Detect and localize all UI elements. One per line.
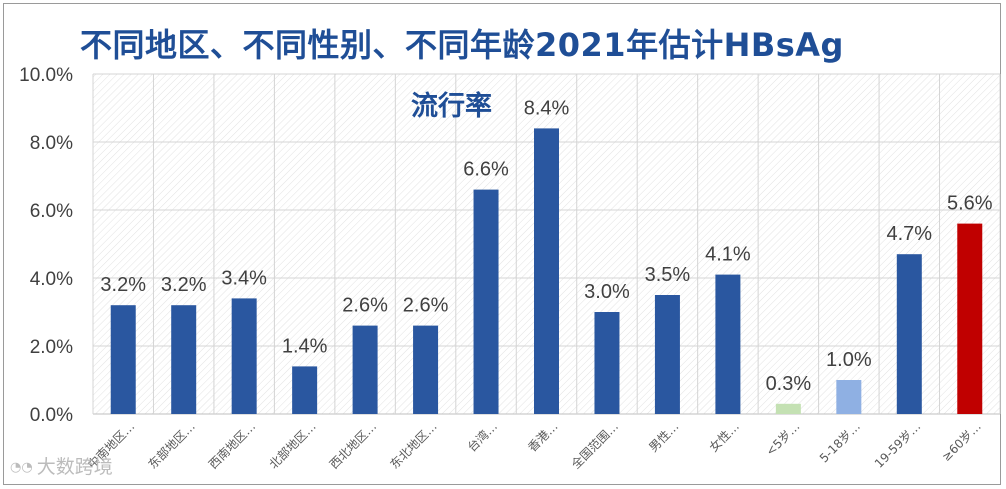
y-tick-label: 6.0% <box>30 201 73 222</box>
chart-title-line-2: 流行率 <box>411 91 492 122</box>
x-tick-label: 男性… <box>646 419 681 454</box>
x-tick-label: 北部地区… <box>266 419 319 472</box>
data-label: 3.2% <box>100 274 146 296</box>
watermark-text: 大数跨境 <box>36 456 113 478</box>
bar <box>715 274 741 414</box>
bar <box>171 305 197 414</box>
y-tick-label: 10.0% <box>19 65 73 86</box>
data-label: 1.4% <box>282 335 328 357</box>
bar <box>775 403 801 414</box>
x-tick-label: 东部地区… <box>145 419 198 472</box>
bar <box>352 325 378 414</box>
bar <box>836 380 862 414</box>
y-tick-label: 0.0% <box>30 405 73 426</box>
data-label: 3.2% <box>161 274 207 296</box>
data-label: 0.3% <box>766 373 812 395</box>
x-tick-label: 台湾… <box>464 419 500 455</box>
data-label: 6.6% <box>463 159 509 181</box>
bar <box>292 366 318 414</box>
x-tick-label: 西北地区… <box>327 419 379 471</box>
bar <box>473 189 499 414</box>
data-label: 3.0% <box>584 281 630 303</box>
x-tick-label: 19-59岁… <box>871 419 923 471</box>
x-tick-label: ≥60岁… <box>938 419 983 464</box>
x-tick-label: 东北地区… <box>387 419 439 471</box>
data-label: 4.7% <box>887 223 933 245</box>
data-label: 2.6% <box>342 295 388 317</box>
y-tick-label: 2.0% <box>30 337 73 358</box>
data-label: 3.5% <box>645 264 691 286</box>
data-label: 1.0% <box>826 349 872 371</box>
x-tick-label: <5岁… <box>762 419 802 459</box>
x-tick-label: 全国范围… <box>568 419 621 472</box>
data-label: 2.6% <box>403 295 449 317</box>
bar <box>594 312 620 414</box>
bar <box>957 223 983 414</box>
chart-title-line-1: 不同地区、不同性别、不同年龄2021年估计HBsAg <box>80 26 844 64</box>
bar <box>231 298 257 414</box>
watermark-logo-icon: ◔◔ <box>10 460 33 475</box>
bar <box>654 295 680 414</box>
data-label: 3.4% <box>221 267 267 289</box>
watermark: ◔◔ 大数跨境 <box>10 452 113 479</box>
data-label: 8.4% <box>524 97 570 119</box>
x-tick-label: 女性… <box>706 419 742 455</box>
x-tick-label: 西南地区… <box>205 419 258 472</box>
bar <box>413 325 439 414</box>
bar <box>534 128 559 414</box>
bar <box>896 254 922 414</box>
data-label: 4.1% <box>705 244 751 266</box>
bar <box>110 305 136 414</box>
x-tick-label: 5-18岁… <box>816 419 863 466</box>
data-label: 5.6% <box>947 193 993 215</box>
y-tick-label: 8.0% <box>30 133 73 154</box>
y-tick-label: 4.0% <box>30 269 73 290</box>
x-tick-label: 香港… <box>525 419 560 454</box>
